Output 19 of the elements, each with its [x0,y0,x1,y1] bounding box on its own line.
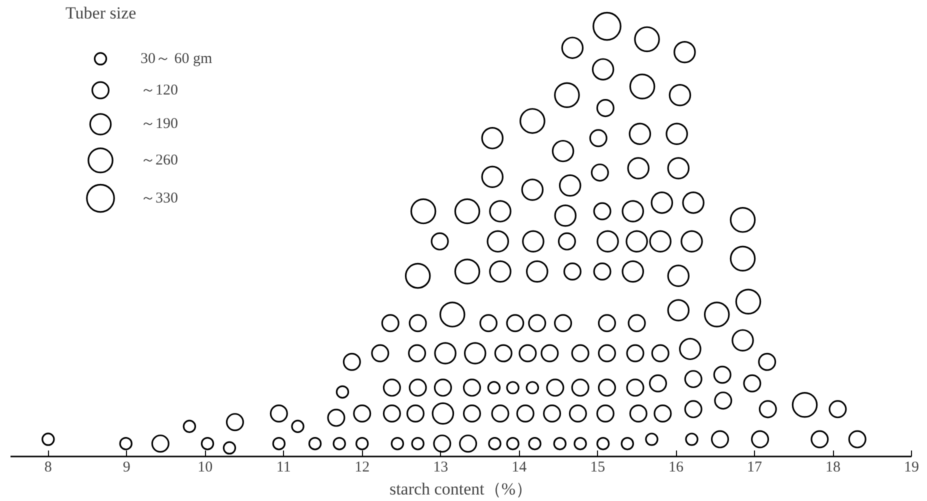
x-tick-label: 16 [668,460,684,476]
x-tick-label: 13 [433,460,448,476]
x-tick-label: 17 [747,460,763,476]
legend-label: ～260 [140,152,178,168]
legend-label: ～120 [140,82,178,98]
legend-label: ～330 [140,190,178,206]
x-tick-label: 9 [122,460,130,476]
x-tick-label: 14 [512,460,528,476]
x-tick-label: 18 [826,460,841,476]
x-tick-label: 15 [590,460,606,476]
x-tick-label: 12 [354,460,370,476]
legend-label: 30～ 60 gm [140,50,212,67]
x-tick-label: 11 [276,460,291,476]
legend-label: ～190 [140,116,178,132]
x-tick-label: 10 [198,460,213,476]
x-axis-title: starch content（%） [389,480,533,498]
x-tick-label: 19 [904,460,919,476]
legend-title: Tuber size [66,3,136,22]
x-tick-label: 8 [44,460,52,476]
